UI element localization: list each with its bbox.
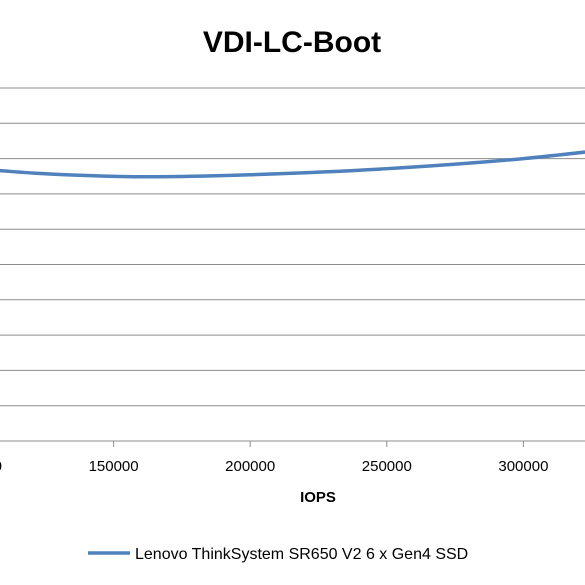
x-tick-label: 200000 (225, 458, 275, 475)
x-tick-label: 100000 (0, 458, 2, 475)
x-tick-label: 250000 (362, 458, 412, 475)
x-tick-label: 150000 (89, 458, 139, 475)
chart-title: VDI-LC-Boot (203, 26, 381, 59)
x-tick-labels: 100000150000200000250000300000350000 (0, 441, 548, 475)
y-gridlines (0, 87, 585, 407)
x-tick-label: 300000 (498, 458, 548, 475)
legend: Lenovo ThinkSystem SR650 V2 6 x Gen4 SSD (88, 546, 468, 563)
series-lines (0, 150, 585, 179)
legend-item-label: Lenovo ThinkSystem SR650 V2 6 x Gen4 SSD (135, 546, 468, 563)
x-axis-label: IOPS (300, 489, 336, 506)
series-line (0, 150, 585, 179)
